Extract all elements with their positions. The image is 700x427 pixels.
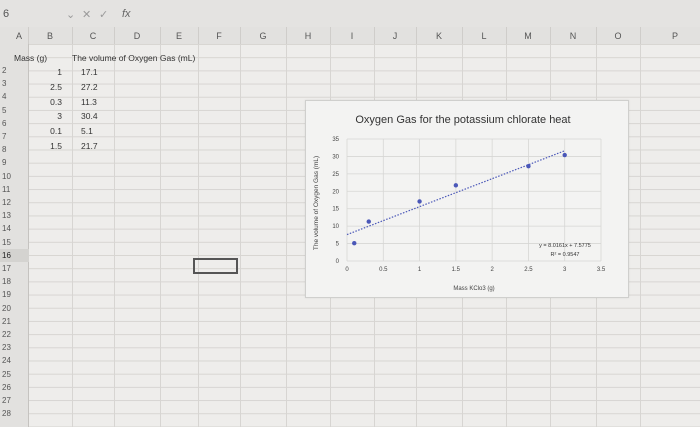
row-header[interactable]: 3 xyxy=(2,79,7,89)
row-header[interactable]: 10 xyxy=(2,171,11,181)
formula-bar: 6 ⌄ ✕ ✓ fx xyxy=(0,0,700,28)
column-header-k[interactable]: K xyxy=(416,27,463,44)
column-header-c[interactable]: C xyxy=(72,27,115,44)
row-header[interactable]: 25 xyxy=(2,369,11,379)
y-tick-label: 0 xyxy=(336,259,340,265)
data-point[interactable] xyxy=(562,152,567,158)
chart-plot: 0 0.5 1 1.5 2 2.5 3 3.5 0 5 10 15 20 25 30 35 Oxygen Gas… xyxy=(313,114,606,292)
x-tick-label: 3.5 xyxy=(597,267,606,273)
trendline-equation: y = 8.0161x + 7.5775 xyxy=(539,243,591,249)
data-point[interactable] xyxy=(352,241,357,246)
data-point[interactable] xyxy=(526,163,531,169)
x-tick-label: 2 xyxy=(490,267,494,273)
row-header[interactable]: 14 xyxy=(2,224,11,234)
row-header[interactable]: 17 xyxy=(2,264,11,273)
data-point[interactable] xyxy=(366,219,371,224)
x-tick-label: 2.5 xyxy=(524,267,533,273)
mass-cell[interactable]: 2.5 xyxy=(50,81,62,92)
y-tick-label: 10 xyxy=(332,224,339,230)
row-header[interactable]: 21 xyxy=(2,316,11,326)
column-header-m[interactable]: M xyxy=(506,27,551,44)
row-header[interactable]: 5 xyxy=(2,105,7,115)
volume-cell[interactable]: 5.1 xyxy=(81,126,93,137)
row-header[interactable]: 9 xyxy=(2,158,7,168)
row-header[interactable]: 22 xyxy=(2,330,11,339)
volume-cell[interactable]: 30.4 xyxy=(81,111,98,122)
mass-cell[interactable]: 0.1 xyxy=(50,126,62,137)
y-tick-label: 20 xyxy=(332,189,339,195)
row-header[interactable]: 6 xyxy=(2,118,7,128)
x-tick-label: 1.5 xyxy=(452,267,461,273)
volume-cell[interactable]: 27.2 xyxy=(81,81,98,92)
volume-cell[interactable]: 17.1 xyxy=(81,67,98,77)
row-header[interactable]: 24 xyxy=(2,356,11,366)
row-header[interactable]: 20 xyxy=(2,303,11,313)
column-header-a[interactable]: A xyxy=(10,27,29,44)
y-tick-label: 30 xyxy=(332,154,339,160)
y-tick-label: 5 xyxy=(336,242,340,248)
y-tick-label: 15 xyxy=(332,207,339,213)
row-header[interactable]: 18 xyxy=(2,277,11,287)
row-header[interactable]: 12 xyxy=(2,198,11,207)
x-tick-label: 0.5 xyxy=(379,267,388,273)
mass-cell[interactable]: 1.5 xyxy=(50,141,62,151)
row-header[interactable]: 4 xyxy=(2,92,7,102)
volume-cell[interactable]: 21.7 xyxy=(81,141,98,151)
volume-header-cell[interactable]: The volume of Oxygen Gas (mL) xyxy=(72,53,196,63)
mass-header-cell[interactable]: Mass (g) xyxy=(14,53,48,63)
column-header-e[interactable]: E xyxy=(160,27,199,44)
row-header[interactable]: 2 xyxy=(2,66,7,75)
row-header[interactable]: 16 xyxy=(0,248,29,262)
column-header-n[interactable]: N xyxy=(550,27,597,44)
mass-cell[interactable]: 1 xyxy=(57,67,62,77)
scatter-chart[interactable]: 0 0.5 1 1.5 2 2.5 3 3.5 0 5 10 15 20 25 30 35 Oxygen Gas… xyxy=(305,100,629,298)
row-header[interactable]: 23 xyxy=(2,343,11,353)
row-header[interactable]: 13 xyxy=(2,211,11,221)
row-header[interactable]: 7 xyxy=(2,132,7,141)
row-header[interactable]: 15 xyxy=(2,237,11,247)
column-header-h[interactable]: H xyxy=(286,27,331,44)
row-header[interactable]: 11 xyxy=(2,184,11,194)
chart-title: Oxygen Gas for the potassium chlorate he… xyxy=(355,114,570,126)
row-header[interactable]: 8 xyxy=(2,145,7,155)
mass-cell[interactable]: 0.3 xyxy=(50,96,62,107)
y-tick-label: 25 xyxy=(332,172,339,178)
y-axis-label: The volume of Oxygen Gas (mL) xyxy=(313,156,320,250)
cancel-icon[interactable]: ✕ xyxy=(82,9,92,21)
column-header-j[interactable]: J xyxy=(374,27,417,44)
x-tick-label: 3 xyxy=(563,267,567,273)
x-tick-label: 0 xyxy=(345,267,349,273)
mass-cell[interactable]: 3 xyxy=(57,111,62,122)
row-header[interactable]: 26 xyxy=(2,382,11,392)
row-header[interactable]: 19 xyxy=(2,290,11,300)
chevron-down-icon[interactable]: ⌄ xyxy=(66,9,76,21)
column-header-p[interactable]: P xyxy=(640,27,700,44)
column-header-i[interactable]: I xyxy=(330,27,375,44)
column-header-f[interactable]: F xyxy=(198,27,241,44)
row-header[interactable]: 27 xyxy=(2,396,11,405)
fx-icon[interactable]: fx xyxy=(122,8,131,20)
r-squared-label: R² = 0.9547 xyxy=(551,252,580,258)
data-point[interactable] xyxy=(417,199,422,204)
name-box[interactable]: 6 xyxy=(3,8,10,20)
column-header-g[interactable]: G xyxy=(240,27,287,44)
column-header-b[interactable]: B xyxy=(28,27,73,44)
selected-cell[interactable] xyxy=(193,258,238,274)
data-point[interactable] xyxy=(453,183,459,188)
row-headers: 2 3 4 5 6 7 8 9 10 11 12 13 14 15 16 17 18 19 20 21 22 23 24 25… xyxy=(0,44,29,427)
x-axis-label: Mass KClo3 (g) xyxy=(453,286,494,292)
volume-cell[interactable]: 11.3 xyxy=(81,96,97,107)
column-header-o[interactable]: O xyxy=(596,27,641,44)
row-header[interactable]: 28 xyxy=(2,409,11,419)
enter-icon[interactable]: ✓ xyxy=(99,9,109,21)
column-header-d[interactable]: D xyxy=(114,27,161,44)
x-tick-label: 1 xyxy=(418,267,422,273)
column-header-l[interactable]: L xyxy=(462,27,507,44)
y-tick-label: 35 xyxy=(332,137,339,143)
